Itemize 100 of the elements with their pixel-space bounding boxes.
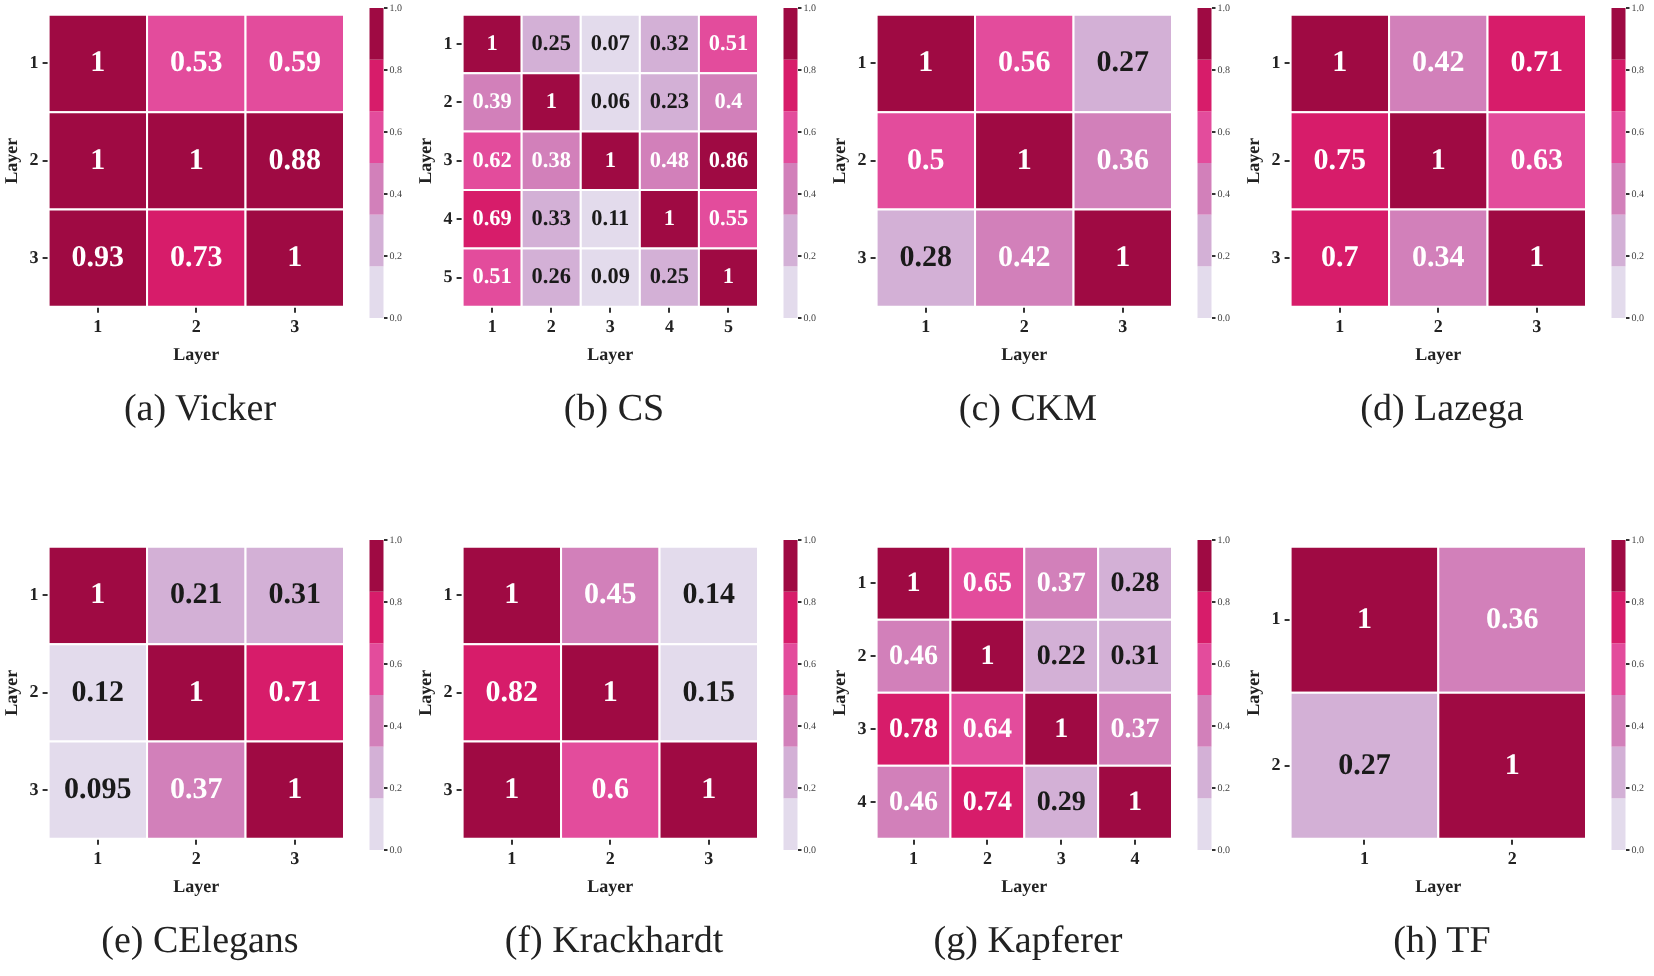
data-label: 0.06 [590,90,631,115]
x-tick-label: 2 [546,316,557,337]
x-tick-label: 3 [1056,848,1067,869]
data-label: 1 [188,144,204,177]
data-label: 1 [90,579,106,612]
data-label: 0.7 [1321,241,1360,274]
data-label: 0.23 [649,90,690,115]
data-label: 1 [1054,712,1069,745]
data-label: 0.37 [1110,712,1160,745]
data-label: 1 [604,148,617,173]
data-label: 1 [701,773,717,806]
data-label: 0.71 [1510,47,1564,80]
data-label: 0.51 [708,31,749,56]
y-tick-label: 2 [857,149,868,170]
x-axis-title: Layer [1001,343,1048,364]
data-label: 0.27 [1338,749,1392,782]
data-label: 0.25 [531,31,572,56]
text: (h) TF [1391,920,1493,964]
text: (g) Kapferer [931,920,1125,964]
data-label: 0.5 [907,144,945,177]
data-label: 1 [504,579,520,612]
data-label: 0.51 [472,265,513,290]
x-tick-label: 4 [1130,848,1141,869]
y-axis-title: Layer [1243,669,1264,716]
y-tick-label: 3 [29,778,40,799]
text: (f) Krackhardt [502,920,726,964]
x-tick-label: 3 [605,316,616,337]
y-axis-title: Layer [415,669,436,716]
y-tick-label: 3 [857,246,868,267]
data-label: 0.33 [531,207,572,232]
data-label: 1 [90,144,106,177]
text: (b) CS [561,388,667,432]
x-tick-label: 1 [1335,316,1346,337]
data-label: 0.53 [170,47,223,80]
data-label: 0.38 [531,148,572,173]
data-label: 0.71 [268,676,322,709]
data-label: 0.26 [531,265,572,290]
y-tick-label: 4 [857,790,868,811]
y-tick-label: 3 [443,149,454,170]
y-tick-label: 5 [443,266,454,287]
data-label: 0.56 [998,47,1052,80]
y-tick-label: 2 [857,644,868,665]
data-label: 0.73 [170,241,223,274]
data-label: 0.75 [1313,144,1367,177]
y-tick-label: 1 [857,52,868,73]
x-tick-label: 3 [704,848,715,869]
data-label: 0.28 [1110,566,1160,599]
x-tick-label: 3 [290,848,301,869]
data-label: 0.31 [268,579,322,612]
y-tick-label: 3 [1271,246,1282,267]
data-label: 0.09 [590,265,631,290]
y-tick-label: 2 [1271,149,1282,170]
data-label: 0.12 [71,676,125,709]
data-label: 0.095 [64,773,132,806]
x-tick-label: 2 [605,848,616,869]
y-tick-label: 3 [443,778,454,799]
y-axis-title: Layer [1,669,22,716]
text: (c) CKM [956,388,1100,432]
data-label: 0.28 [899,241,953,274]
data-label: 0.63 [1510,144,1564,177]
data-label: 1 [980,639,995,672]
y-tick-label: 1 [29,584,40,605]
data-label: 0.14 [682,579,737,612]
data-label: 0.21 [170,579,223,612]
x-tick-label: 2 [982,848,993,869]
data-label: 0.55 [708,207,749,232]
data-label: 1 [545,90,558,115]
data-label: 0.46 [888,785,939,818]
x-tick-label: 1 [93,316,104,337]
x-tick-label: 4 [664,316,675,337]
x-tick-label: 1 [921,316,932,337]
y-tick-label: 2 [29,149,40,170]
y-tick-label: 1 [443,32,454,53]
data-label: 0.65 [962,566,1012,599]
data-label: 0.88 [268,144,322,177]
y-tick-label: 1 [443,584,454,605]
x-axis-title: Layer [587,875,634,896]
y-tick-label: 3 [857,717,868,738]
data-label: 1 [918,47,934,80]
data-label: 0.25 [649,265,690,290]
data-label: 1 [287,773,303,806]
data-label: 0.31 [1110,639,1160,672]
x-tick-label: 3 [1118,316,1129,337]
data-label: 1 [602,676,618,709]
x-tick-label: 5 [723,316,734,337]
data-label: 0.46 [888,639,939,672]
data-label: 0.39 [472,90,513,115]
data-label: 0.59 [268,47,322,80]
y-tick-label: 1 [1271,608,1282,629]
data-label: 0.29 [1036,785,1086,818]
data-label: 1 [1430,144,1446,177]
data-label: 1 [504,773,520,806]
x-axis-title: Layer [587,343,634,364]
data-label: 0.42 [998,241,1051,274]
data-label: 0.48 [649,148,690,173]
data-label: 0.22 [1036,639,1086,672]
x-tick-label: 2 [191,316,202,337]
text: (e) CElegans [99,920,301,964]
data-label: 0.37 [1036,566,1086,599]
data-label: 0.42 [1412,47,1465,80]
